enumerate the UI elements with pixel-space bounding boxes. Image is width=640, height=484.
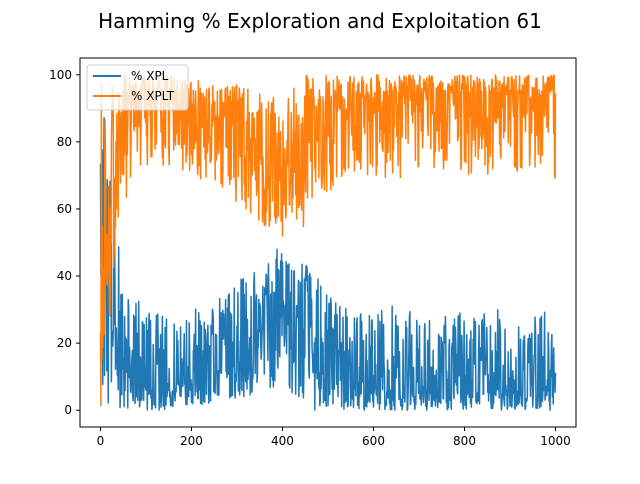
series-line-xplt — [99, 74, 557, 407]
series-layer — [99, 74, 557, 411]
y-tick-label: 100 — [49, 68, 72, 82]
chart-title: Hamming % Exploration and Exploitation 6… — [98, 9, 542, 33]
axes: 0 200 400 600 800 1000 0 20 40 60 80 100 — [49, 57, 577, 448]
x-tick-label: 400 — [271, 434, 294, 448]
y-tick-label: 0 — [64, 403, 72, 417]
x-tick-label: 1000 — [540, 434, 571, 448]
x-tick-label: 600 — [362, 434, 385, 448]
y-tick-label: 40 — [57, 269, 72, 283]
y-tick-label: 80 — [57, 135, 72, 149]
plot-frame — [79, 57, 577, 428]
legend-label-xplt: % XPLT — [131, 89, 175, 103]
legend-label-xpl: % XPL — [131, 69, 169, 83]
y-tick-label: 60 — [57, 202, 72, 216]
x-tick-label: 800 — [453, 434, 476, 448]
y-tick-label: 20 — [57, 336, 72, 350]
x-tick-label: 200 — [180, 434, 203, 448]
series-line-xpl — [99, 117, 557, 411]
x-tick-label: 0 — [97, 434, 105, 448]
legend: % XPL % XPLT — [86, 64, 189, 111]
